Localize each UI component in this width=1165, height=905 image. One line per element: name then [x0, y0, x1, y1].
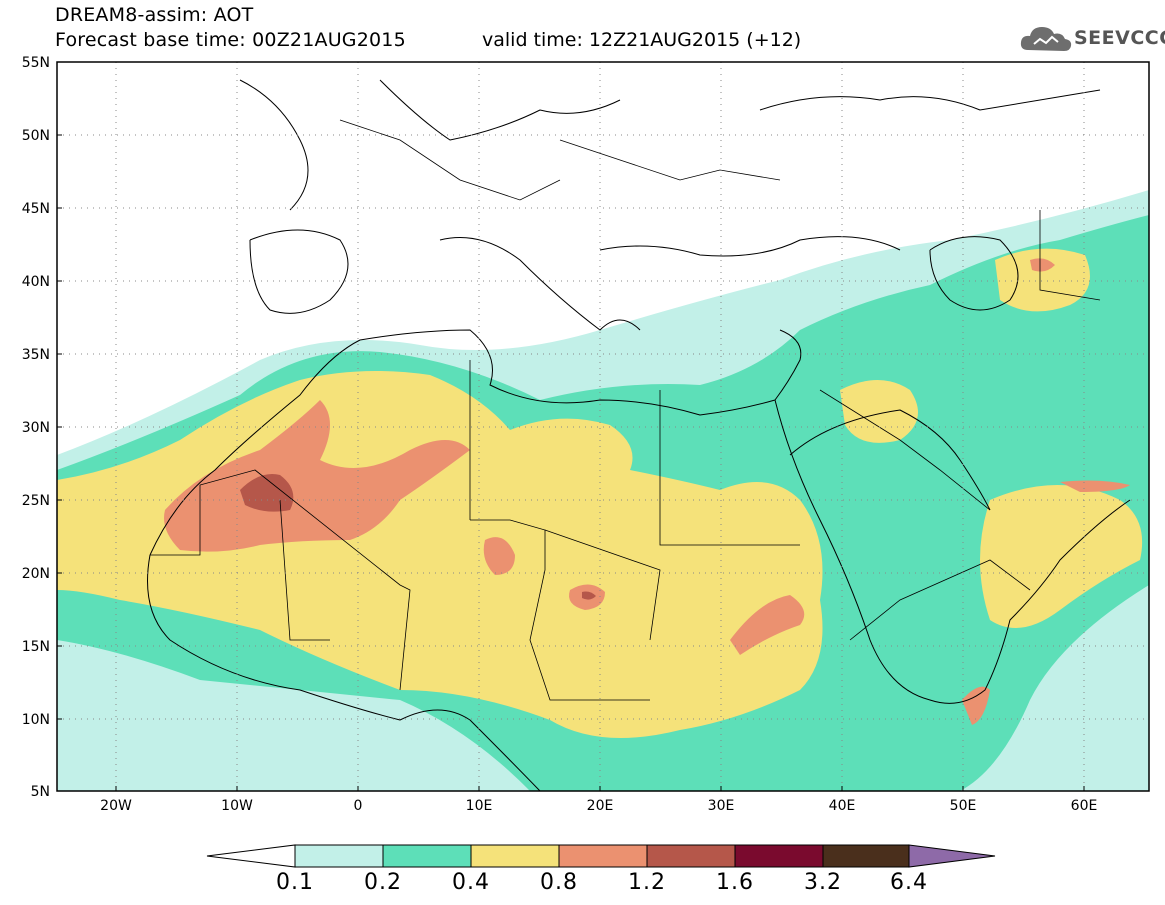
borders [150, 119, 1101, 701]
colorbar-label: 0.4 [452, 870, 490, 895]
colorbar-swatch [646, 844, 736, 868]
colorbar-swatch [294, 844, 384, 868]
lat-label: 5N [31, 784, 50, 800]
aot-level-0-8-east-sudan [730, 595, 805, 655]
aot-level-0-8 [164, 400, 470, 552]
lat-label: 10N [22, 712, 50, 728]
aot-level-0-8-oman [1060, 480, 1130, 492]
lon-label: 0 [354, 798, 363, 814]
colorbar-swatch [558, 844, 648, 868]
colorbar-swatch [822, 844, 910, 868]
lon-label: 40E [829, 798, 856, 814]
aot-level-0-4-arabia-south [980, 485, 1143, 628]
colorbar-label: 0.1 [276, 870, 314, 895]
logo-text: SEEVCCC [1074, 27, 1165, 49]
forecast-base-time: Forecast base time: 00Z21AUG2015 [55, 29, 406, 51]
colorbar-label: 0.2 [364, 870, 402, 895]
seevccc-logo: SEEVCCC [1018, 20, 1165, 58]
colorbar-label: 1.2 [628, 870, 666, 895]
lat-label: 55N [22, 55, 50, 71]
lat-label: 30N [22, 420, 50, 436]
cloud-icon [1020, 27, 1072, 51]
lat-label: 35N [22, 347, 50, 363]
lat-label: 20N [22, 566, 50, 582]
colorbar [206, 844, 996, 868]
lat-label: 40N [22, 274, 50, 290]
colorbar-label: 6.4 [890, 870, 928, 895]
lat-label: 45N [22, 201, 50, 217]
lon-label: 10W [221, 798, 253, 814]
colorbar-swatch [382, 844, 472, 868]
lon-label: 60E [1071, 798, 1098, 814]
colorbar-label: 3.2 [804, 870, 842, 895]
colorbar-label: 1.6 [716, 870, 754, 895]
tick-marks [57, 61, 1085, 792]
coastlines [147, 79, 1131, 791]
aot-field [57, 62, 1149, 791]
colorbar-underflow [206, 844, 296, 868]
lon-label: 30E [708, 798, 735, 814]
colorbar-label: 0.8 [540, 870, 578, 895]
valid-time: valid time: 12Z21AUG2015 (+12) [482, 29, 802, 51]
aot-level-0-8-somalia [962, 686, 990, 725]
lon-label: 10E [466, 798, 493, 814]
aot-level-0-8-chad [483, 537, 515, 575]
lat-label: 50N [22, 128, 50, 144]
aot-level-0-8-caspian [1030, 258, 1055, 272]
colorbar-swatch [734, 844, 824, 868]
latitude-labels: 55N 50N 45N 40N 35N 30N 25N 20N 15N 10N … [22, 55, 50, 800]
lon-label: 50E [950, 798, 977, 814]
gridlines [57, 62, 1149, 791]
lon-label: 20W [100, 798, 132, 814]
aot-level-0-4-arabia [840, 380, 918, 443]
longitude-labels: 20W 10W 0 10E 20E 30E 40E 50E 60E [100, 798, 1097, 814]
model-title: DREAM8-assim: AOT [55, 4, 254, 26]
lat-label: 15N [22, 639, 50, 655]
aot-level-1-2-sudan [582, 591, 596, 600]
colorbar-overflow [908, 844, 996, 868]
colorbar-swatch [470, 844, 560, 868]
aot-level-0-4-caspian [995, 248, 1090, 312]
lon-label: 20E [587, 798, 614, 814]
lat-label: 25N [22, 493, 50, 509]
